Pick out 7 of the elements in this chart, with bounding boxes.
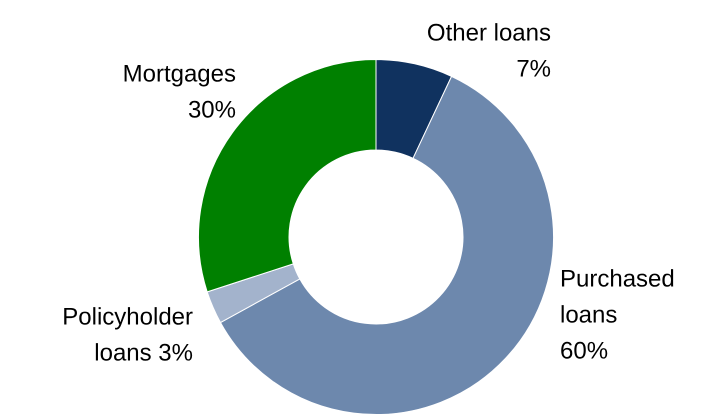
- slice-label: Mortgages: [122, 60, 236, 88]
- data-label: 60%: [560, 338, 608, 365]
- slice-label: Policyholder loans 3%: [62, 304, 194, 367]
- slice-label: Other loans: [426, 20, 551, 47]
- slice-label: Purchased loans: [560, 266, 675, 329]
- data-label: 7%: [516, 56, 551, 83]
- data-label: 30%: [188, 96, 236, 124]
